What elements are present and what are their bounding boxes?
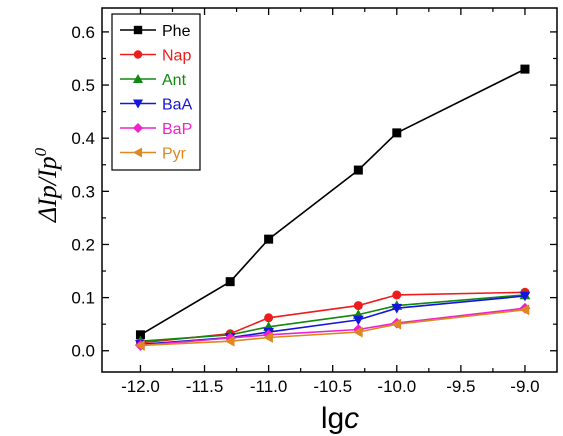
y-tick-label: 0.3 (71, 182, 95, 201)
series-layer (135, 64, 531, 351)
y-tick-label: 0.2 (71, 235, 95, 254)
data-point (519, 304, 530, 316)
legend: Phe Nap Ant BaA BaP Pyr (111, 13, 201, 171)
legend-label: BaP (162, 121, 192, 138)
legend-label: Phe (162, 23, 191, 40)
data-point (133, 25, 143, 35)
legend-item-phe: Phe (120, 23, 191, 40)
y-tick-label: 0.0 (71, 342, 95, 361)
data-point (263, 332, 273, 343)
y-axis-label: ΔIp/Ip0 (31, 147, 62, 223)
x-tick-label: -12.0 (121, 377, 160, 396)
series-line (140, 307, 526, 347)
plot-frame (101, 7, 558, 373)
data-point (132, 73, 144, 84)
x-tick-label: -10.5 (313, 377, 352, 396)
data-point (353, 165, 363, 175)
series-phe (135, 64, 530, 340)
legend-label: BaA (162, 97, 193, 114)
legend-item-baa: BaA (120, 97, 193, 114)
x-tick-label: -11.5 (186, 377, 224, 396)
y-tick-label: 0.5 (71, 76, 95, 95)
data-point (352, 315, 364, 326)
data-point (392, 128, 402, 138)
legend-label: Nap (162, 48, 191, 65)
axes: 0.0 0.1 0.2 0.3 0.4 0.5 0.6 -12.0 -11.5 -11.0 -10.… (71, 7, 558, 396)
data-point (391, 303, 403, 314)
series-ant (135, 289, 531, 346)
data-point (225, 277, 235, 287)
data-point (392, 290, 402, 300)
legend-item-pyr: Pyr (120, 146, 187, 163)
data-point (353, 301, 363, 311)
x-tick-label: -9.5 (446, 377, 475, 396)
data-point (132, 122, 144, 134)
x-tick-label: -9.0 (510, 377, 539, 396)
x-tick-label: -10.0 (377, 377, 416, 396)
data-point (135, 330, 145, 340)
series-line (140, 294, 526, 342)
data-point (264, 313, 274, 323)
y-tick-label: 0.4 (71, 129, 95, 148)
data-point (224, 335, 235, 347)
legend-label: Ant (162, 72, 187, 89)
legend-item-ant: Ant (120, 72, 187, 89)
series-line (140, 309, 526, 347)
series-pyr (135, 304, 530, 351)
legend-box (111, 13, 201, 171)
series-line (140, 68, 526, 336)
legend-label: Pyr (162, 146, 187, 163)
data-point (264, 234, 274, 244)
data-point (132, 99, 144, 109)
y-tick-label: 0.1 (71, 289, 95, 308)
data-point (133, 50, 143, 59)
legend-item-nap: Nap (120, 48, 191, 65)
data-point (391, 318, 402, 330)
data-point (520, 64, 530, 74)
y-tick-label: 0.6 (71, 23, 95, 42)
x-tick-label: -11.0 (250, 377, 288, 396)
x-axis-label: lgc (321, 402, 359, 435)
data-point (135, 340, 145, 351)
data-point (132, 147, 143, 158)
data-point (519, 291, 531, 302)
data-point (352, 326, 363, 338)
legend-item-bap: BaP (120, 121, 192, 138)
